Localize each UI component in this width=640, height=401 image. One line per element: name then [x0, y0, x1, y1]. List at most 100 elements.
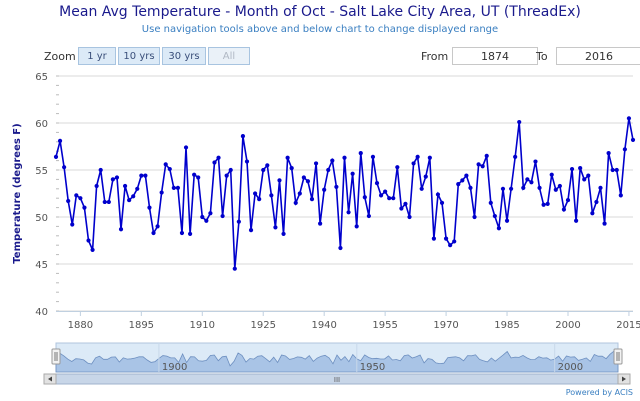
data-point[interactable] — [118, 227, 124, 232]
data-point[interactable] — [391, 196, 396, 201]
data-point[interactable] — [318, 221, 323, 226]
data-point[interactable] — [208, 211, 213, 216]
data-point[interactable] — [378, 193, 384, 198]
data-point[interactable] — [480, 164, 485, 169]
data-point[interactable] — [557, 183, 562, 189]
data-point[interactable] — [521, 185, 526, 190]
data-point[interactable] — [529, 180, 534, 185]
data-point[interactable] — [614, 167, 619, 173]
data-point[interactable] — [309, 197, 315, 202]
data-point[interactable] — [590, 211, 595, 216]
data-point[interactable] — [127, 197, 132, 203]
data-point[interactable] — [192, 172, 197, 177]
data-point[interactable] — [253, 191, 258, 196]
data-point[interactable] — [488, 200, 493, 205]
data-point[interactable] — [139, 173, 144, 178]
data-point[interactable] — [236, 219, 241, 224]
data-point[interactable] — [525, 177, 530, 182]
data-point[interactable] — [216, 155, 221, 160]
data-point[interactable] — [362, 195, 367, 200]
data-point[interactable] — [322, 187, 327, 192]
data-point[interactable] — [354, 224, 359, 229]
data-point[interactable] — [114, 175, 120, 180]
data-point[interactable] — [561, 207, 567, 212]
data-point[interactable] — [78, 196, 83, 201]
data-point[interactable] — [53, 154, 59, 159]
data-point[interactable] — [549, 172, 554, 177]
data-point[interactable] — [196, 175, 201, 180]
data-point[interactable] — [395, 165, 400, 170]
data-point[interactable] — [281, 231, 286, 237]
data-point[interactable] — [183, 145, 189, 150]
data-point[interactable] — [240, 134, 246, 139]
data-point[interactable] — [537, 185, 542, 190]
data-point[interactable] — [135, 186, 140, 191]
data-point[interactable] — [586, 173, 591, 178]
data-point[interactable] — [476, 162, 481, 167]
data-point[interactable] — [423, 174, 428, 179]
data-point[interactable] — [232, 266, 237, 271]
credits-link[interactable]: Powered by ACIS — [565, 388, 633, 397]
data-point[interactable] — [366, 213, 371, 219]
data-point[interactable] — [70, 222, 75, 227]
range-from-input[interactable] — [452, 47, 538, 65]
data-point[interactable] — [212, 160, 217, 165]
data-point[interactable] — [427, 155, 432, 160]
data-point[interactable] — [62, 165, 67, 170]
data-point[interactable] — [431, 236, 436, 241]
data-point[interactable] — [569, 166, 575, 172]
data-point[interactable] — [122, 183, 128, 189]
navigator-left-handle[interactable] — [51, 348, 61, 365]
data-point[interactable] — [500, 186, 506, 191]
data-point[interactable] — [399, 206, 404, 211]
data-point[interactable] — [163, 162, 168, 167]
data-point[interactable] — [248, 228, 254, 233]
data-point[interactable] — [293, 200, 298, 205]
data-point[interactable] — [350, 171, 355, 176]
data-point[interactable] — [131, 194, 136, 199]
data-point[interactable] — [415, 154, 420, 159]
data-point[interactable] — [565, 197, 571, 203]
data-point[interactable] — [387, 196, 392, 201]
data-point[interactable] — [220, 213, 225, 219]
data-point[interactable] — [439, 200, 445, 205]
data-point[interactable] — [468, 185, 473, 190]
data-point[interactable] — [334, 184, 339, 190]
data-point[interactable] — [66, 198, 71, 204]
data-point[interactable] — [504, 218, 510, 223]
data-point[interactable] — [598, 185, 603, 190]
data-point[interactable] — [277, 178, 282, 183]
zoom-1yr-button[interactable]: 1 yr — [78, 47, 116, 65]
data-point[interactable] — [171, 185, 176, 190]
data-point[interactable] — [472, 214, 477, 220]
data-point[interactable] — [82, 205, 87, 210]
data-point[interactable] — [517, 119, 522, 125]
data-point[interactable] — [594, 199, 599, 205]
data-point[interactable] — [342, 155, 347, 160]
data-point[interactable] — [102, 199, 107, 205]
data-point[interactable] — [582, 177, 587, 182]
data-point[interactable] — [261, 167, 266, 173]
data-point[interactable] — [545, 201, 550, 206]
data-point[interactable] — [159, 190, 164, 195]
data-point[interactable] — [155, 224, 160, 229]
data-point[interactable] — [106, 199, 111, 205]
data-point[interactable] — [448, 243, 453, 248]
data-point[interactable] — [533, 159, 538, 164]
data-point[interactable] — [456, 182, 461, 187]
data-point[interactable] — [407, 214, 412, 220]
data-point[interactable] — [553, 187, 558, 192]
data-point[interactable] — [370, 154, 376, 159]
data-point[interactable] — [151, 230, 156, 236]
zoom-30yrs-button[interactable]: 30 yrs — [162, 47, 206, 65]
data-point[interactable] — [297, 191, 302, 196]
data-point[interactable] — [330, 158, 335, 163]
data-point[interactable] — [301, 175, 306, 180]
data-point[interactable] — [574, 218, 579, 223]
data-point[interactable] — [269, 193, 274, 198]
data-point[interactable] — [179, 230, 185, 236]
data-point[interactable] — [630, 137, 636, 143]
data-point[interactable] — [403, 201, 408, 206]
data-point[interactable] — [98, 167, 103, 173]
data-point[interactable] — [484, 153, 489, 158]
